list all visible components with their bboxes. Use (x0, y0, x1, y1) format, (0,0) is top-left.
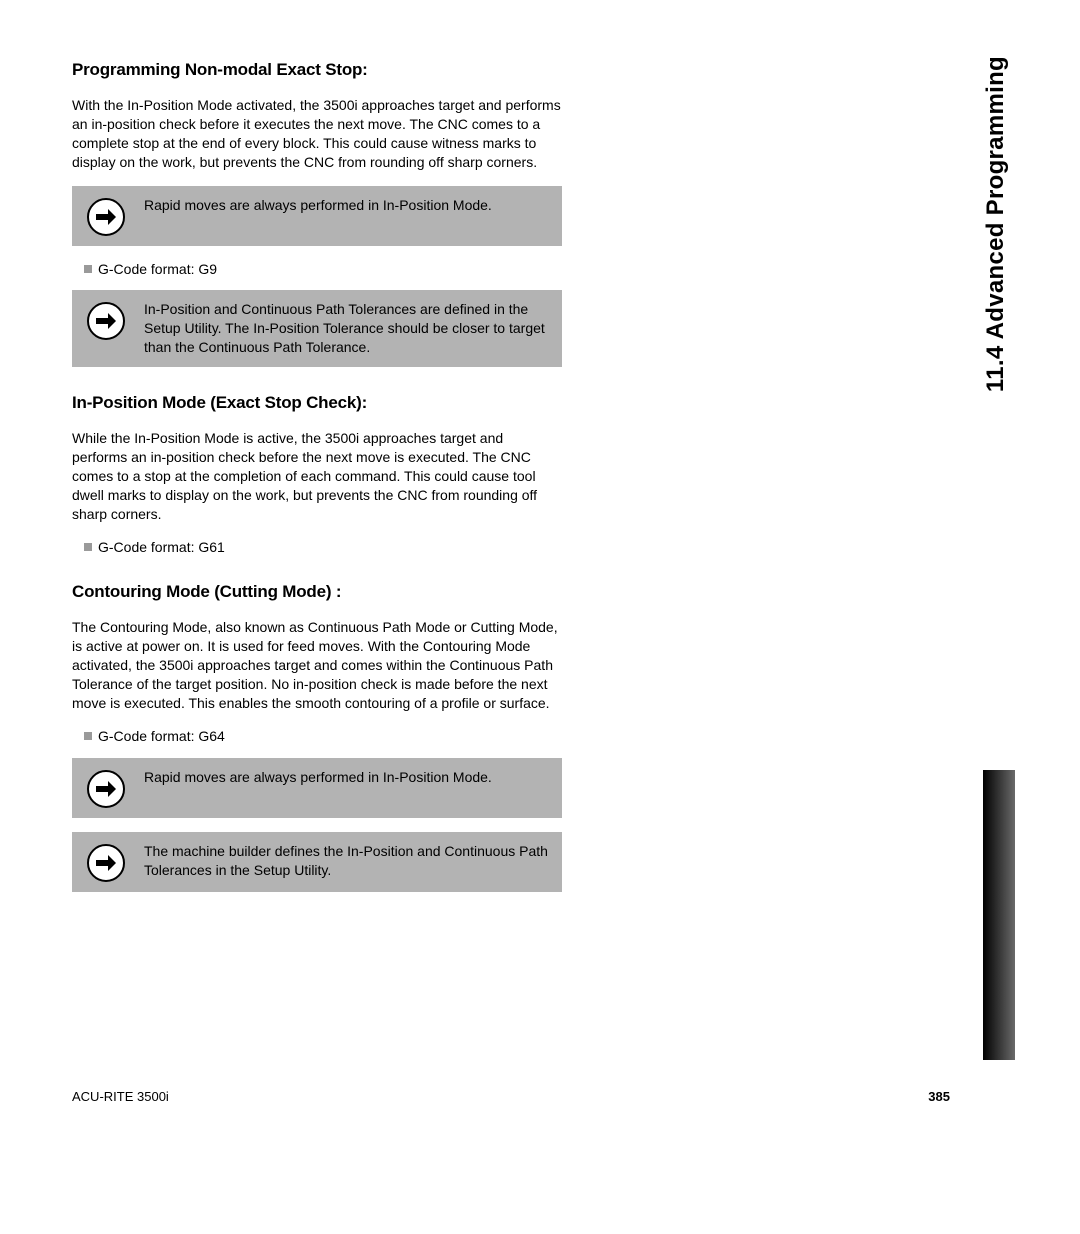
thumb-index-tab (983, 770, 1015, 1060)
note-text: Rapid moves are always performed in In-P… (144, 196, 492, 215)
note-box: The machine builder defines the In-Posit… (72, 832, 562, 892)
note-icon-wrap (82, 302, 130, 340)
note-icon-wrap (82, 770, 130, 808)
section-body: While the In-Position Mode is active, th… (72, 429, 562, 523)
note-icon-wrap (82, 844, 130, 882)
note-box: Rapid moves are always performed in In-P… (72, 186, 562, 246)
footer-product: ACU-RITE 3500i (72, 1089, 169, 1104)
section-contouring-mode: Contouring Mode (Cutting Mode) : The Con… (72, 582, 562, 891)
arrow-right-icon (87, 844, 125, 882)
note-box: In-Position and Continuous Path Toleranc… (72, 290, 562, 367)
gcode-bullet: G-Code format: G64 (84, 727, 562, 746)
section-heading: Contouring Mode (Cutting Mode) : (72, 582, 562, 602)
arrow-right-icon (87, 198, 125, 236)
gcode-bullet: G-Code format: G61 (84, 538, 562, 557)
section-heading: Programming Non-modal Exact Stop: (72, 60, 562, 80)
section-heading: In-Position Mode (Exact Stop Check): (72, 393, 562, 413)
note-text: In-Position and Continuous Path Toleranc… (144, 300, 548, 357)
note-text: The machine builder defines the In-Posit… (144, 842, 548, 880)
note-text: Rapid moves are always performed in In-P… (144, 768, 492, 787)
footer-page-number: 385 (928, 1089, 950, 1104)
section-inposition-mode: In-Position Mode (Exact Stop Check): Whi… (72, 393, 562, 556)
arrow-right-icon (87, 302, 125, 340)
section-body: The Contouring Mode, also known as Conti… (72, 618, 562, 712)
gcode-bullet: G-Code format: G9 (84, 260, 562, 279)
arrow-right-icon (87, 770, 125, 808)
note-icon-wrap (82, 198, 130, 236)
section-nonmodal-exact-stop: Programming Non-modal Exact Stop: With t… (72, 60, 562, 367)
page-content: Programming Non-modal Exact Stop: With t… (72, 60, 562, 918)
section-body: With the In-Position Mode activated, the… (72, 96, 562, 172)
note-box: Rapid moves are always performed in In-P… (72, 758, 562, 818)
chapter-side-tab: 11.4 Advanced Programming (982, 56, 1010, 392)
